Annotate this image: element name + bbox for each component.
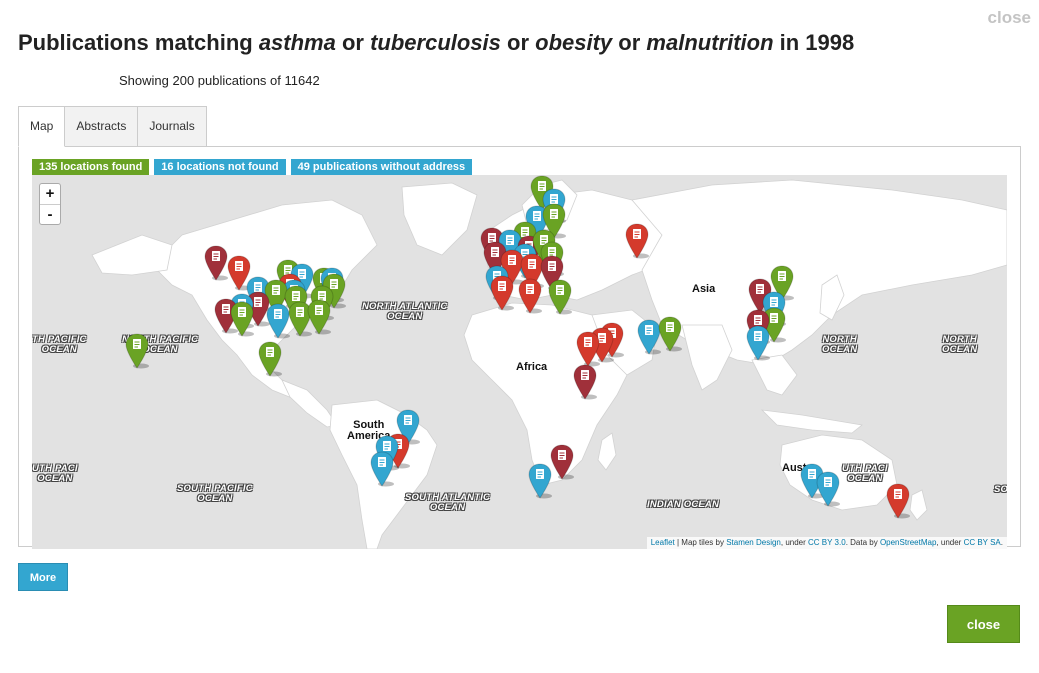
tab-map[interactable]: Map [18,106,66,147]
map-marker-pin[interactable] [550,444,574,480]
label-north-pacific-right-2: NORTH OCEAN [942,334,978,355]
map-marker-pin[interactable] [518,278,542,314]
term-tuberculosis: tuberculosis [370,30,501,55]
close-link-top[interactable]: close [987,8,1031,27]
map-marker-pin[interactable] [573,364,597,400]
label-africa: Africa [516,361,548,373]
map-marker-pin[interactable] [125,333,149,369]
map-marker-pin[interactable] [204,245,228,281]
map-marker-pin[interactable] [800,463,824,499]
map-marker-pin[interactable] [490,275,514,311]
label-australia: Austr [782,462,811,474]
map-marker-pin[interactable] [227,255,251,291]
map-marker-pin[interactable] [370,451,394,487]
location-badges: 135 locations found 16 locations not fou… [32,159,473,175]
label-north-atlantic: NORTH ATLANTIC OCEAN [362,301,448,322]
map-panel: 135 locations found 16 locations not fou… [18,146,1021,549]
leaflet-link[interactable]: Leaflet [650,538,675,547]
world-map[interactable]: NORTH ATLANTIC OCEAN NORTH PACIFIC OCEAN… [32,175,1007,549]
map-marker-pin[interactable] [246,291,270,327]
map-marker-pin[interactable] [322,273,346,309]
label-south-pacific-right: UTH PACI OCEAN [842,463,888,484]
cc-by-sa-link[interactable]: CC BY SA [963,538,1001,547]
osm-link[interactable]: OpenStreetMap [879,538,937,547]
term-asthma: asthma [258,30,336,55]
map-marker-pin[interactable] [548,279,572,315]
map-marker-pin[interactable] [816,471,840,507]
label-indian-ocean: INDIAN OCEAN [647,499,720,510]
badge-locations-not-found: 16 locations not found [154,159,286,175]
map-marker-pin[interactable] [576,331,600,367]
map-marker-pin[interactable] [658,316,682,352]
stamen-link[interactable]: Stamen Design [726,538,781,547]
results-count: Showing 200 publications of 11642 [119,73,320,88]
badge-without-address: 49 publications without address [290,159,473,175]
term-obesity: obesity [535,30,613,55]
tab-journals[interactable]: Journals [137,106,207,147]
label-south-pacific-left: UTH PACI OCEAN [32,463,78,484]
term-malnutrition: malnutrition [646,30,774,55]
tab-abstracts[interactable]: Abstracts [64,106,139,147]
map-marker-pin[interactable] [625,223,649,259]
map-attribution: Leaflet | Map tiles by Stamen Design, un… [646,537,1007,549]
close-button[interactable]: close [947,605,1020,643]
map-marker-pin[interactable] [886,483,910,519]
label-north-pacific-right: NORTH OCEAN [822,334,858,355]
page-title: Publications matching asthma or tubercul… [18,30,855,55]
label-south-pacific: SOUTH PACIFIC OCEAN [177,483,253,504]
map-marker-pin[interactable] [266,303,290,339]
zoom-in-button[interactable]: + [45,185,55,202]
tab-bar: Map Abstracts Journals [18,106,207,147]
label-south-edge: SO [994,484,1007,495]
map-marker-pin[interactable] [746,325,770,361]
map-marker-pin[interactable] [214,298,238,334]
label-south-america: South America [347,419,391,442]
map-marker-pin[interactable] [528,463,552,499]
zoom-control: + - [39,183,61,225]
label-north-pacific-left: TH PACIFIC OCEAN [32,334,87,355]
cc-by-link[interactable]: CC BY 3.0 [808,538,846,547]
more-button[interactable]: More [18,563,68,591]
map-marker-pin[interactable] [230,301,254,337]
map-marker-pin[interactable] [307,299,331,335]
label-asia: Asia [692,283,716,295]
map-marker-pin[interactable] [637,319,661,355]
label-south-atlantic: SOUTH ATLANTIC OCEAN [405,492,491,513]
badge-locations-found: 135 locations found [32,159,150,175]
zoom-out-button[interactable]: - [40,204,60,224]
map-marker-pin[interactable] [258,341,282,377]
